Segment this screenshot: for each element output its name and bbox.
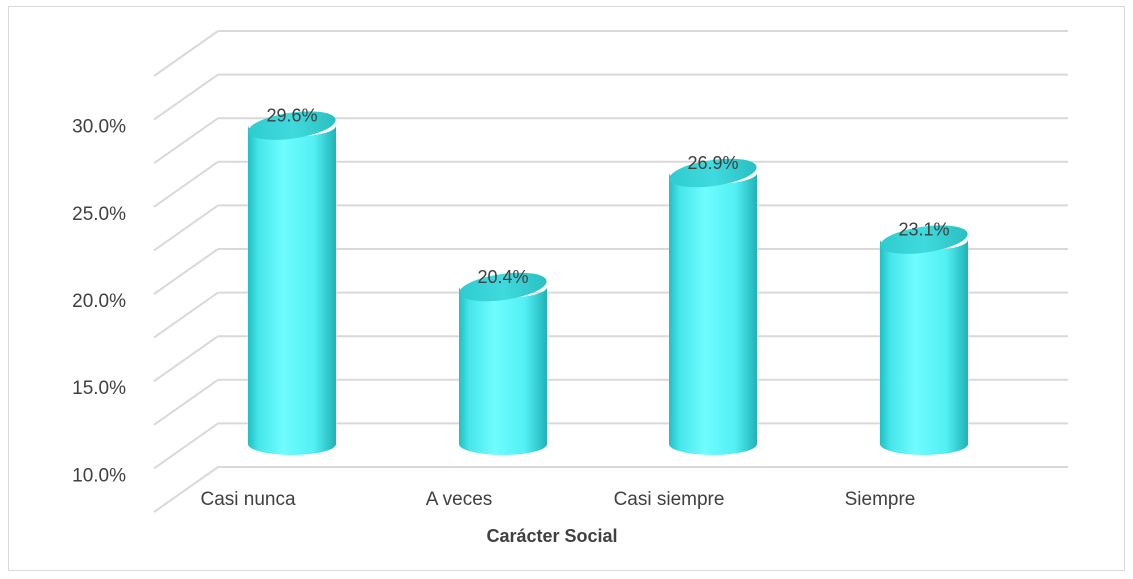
data-labels: 29.6% 20.4% 26.9% 23.1% <box>266 106 949 287</box>
x-tick-label: Siempre <box>845 489 916 510</box>
y-axis-tick-labels: 30.0% 25.0% 20.0% 15.0% 10.0% <box>72 117 126 487</box>
bar-body <box>459 286 547 455</box>
y-tick-label: 15.0% <box>72 378 126 399</box>
gridline-side <box>153 248 219 295</box>
x-axis-title: Carácter Social <box>486 526 617 546</box>
x-tick-label: Casi nunca <box>200 489 295 510</box>
y-tick-label: 30.0% <box>72 117 126 138</box>
data-label: 23.1% <box>898 220 949 240</box>
gridline-side <box>153 73 219 121</box>
bar-siempre <box>880 225 968 455</box>
gridline-side <box>153 466 219 513</box>
bar-top <box>248 111 336 140</box>
y-tick-label: 25.0% <box>72 204 126 225</box>
data-label: 29.6% <box>266 106 317 126</box>
x-tick-label: Casi siempre <box>614 489 725 510</box>
gridline-side <box>153 335 219 383</box>
gridline-side <box>153 204 219 252</box>
gridline-side <box>153 30 219 77</box>
x-axis-category-labels: Casi nunca A veces Casi siempre Siempre <box>200 489 915 510</box>
y-tick-label: 10.0% <box>72 465 126 486</box>
gridline-side <box>153 422 219 470</box>
bar-a-veces <box>459 272 547 455</box>
bar-body <box>248 125 336 455</box>
bar-casi-siempre <box>669 158 757 455</box>
x-tick-label: A veces <box>426 489 493 510</box>
gridline-side <box>153 291 219 339</box>
bar-top <box>459 272 547 302</box>
gridline-side <box>153 160 219 208</box>
bars <box>248 111 968 455</box>
bar-top <box>880 225 968 254</box>
y-tick-label: 20.0% <box>72 291 126 312</box>
bar-casi-nunca <box>248 111 336 455</box>
bar-body <box>880 239 968 455</box>
data-label: 20.4% <box>477 267 528 287</box>
bar-top <box>669 158 757 188</box>
bar-body <box>669 172 757 455</box>
data-label: 26.9% <box>687 153 738 173</box>
gridline-side <box>153 378 219 426</box>
gridline-side <box>153 117 219 165</box>
